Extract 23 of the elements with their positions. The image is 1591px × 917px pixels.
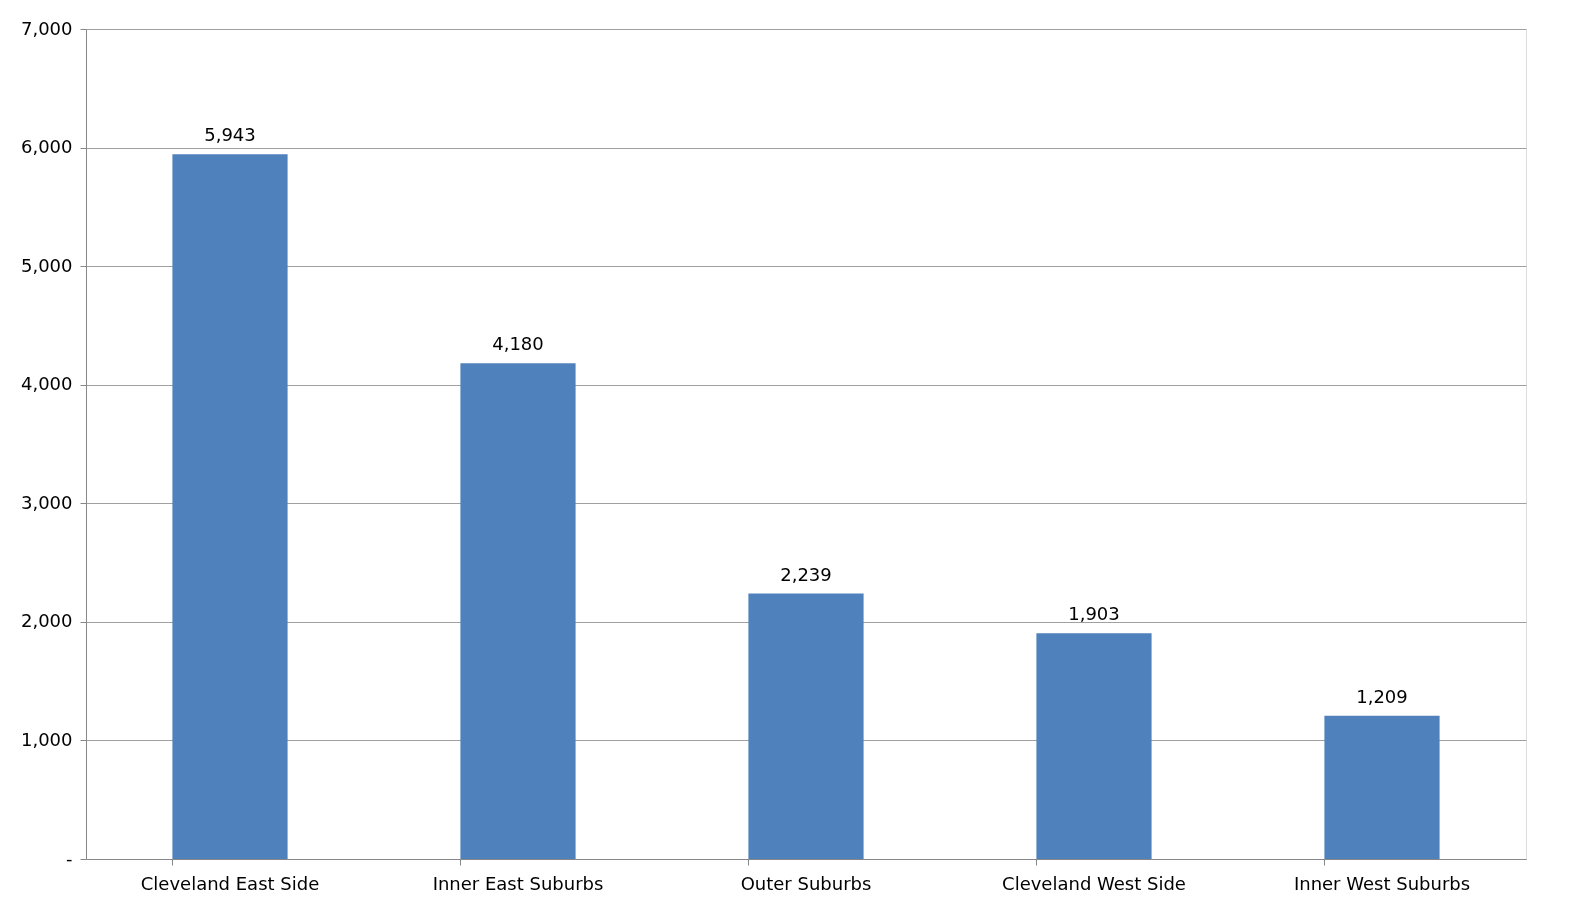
data-label: 1,903 <box>1068 603 1120 625</box>
x-tick-label: Outer Suburbs <box>740 872 872 894</box>
data-label: 1,209 <box>1356 685 1408 707</box>
bar <box>460 363 576 859</box>
y-tick-label: 6,000 <box>20 136 73 158</box>
y-tick-label: 7,000 <box>20 17 73 39</box>
x-tick-label: Cleveland West Side <box>1002 872 1186 894</box>
y-tick-label: - <box>66 847 73 869</box>
bar <box>172 154 288 859</box>
bar <box>748 593 864 859</box>
x-tick-label: Cleveland East Side <box>140 872 320 894</box>
bar <box>1324 715 1440 859</box>
y-tick-label: 5,000 <box>20 254 73 276</box>
y-tick-label: 3,000 <box>20 491 73 513</box>
y-tick-label: 4,000 <box>20 373 73 395</box>
data-label: 2,239 <box>780 563 832 585</box>
data-label: 5,943 <box>204 124 256 146</box>
x-tick-label: Inner West Suburbs <box>1293 872 1471 894</box>
x-tick-label: Inner East Suburbs <box>432 872 604 894</box>
bar <box>1036 633 1152 859</box>
y-tick-label: 2,000 <box>20 610 73 632</box>
y-tick-label: 1,000 <box>20 728 73 750</box>
data-label: 4,180 <box>492 333 544 355</box>
